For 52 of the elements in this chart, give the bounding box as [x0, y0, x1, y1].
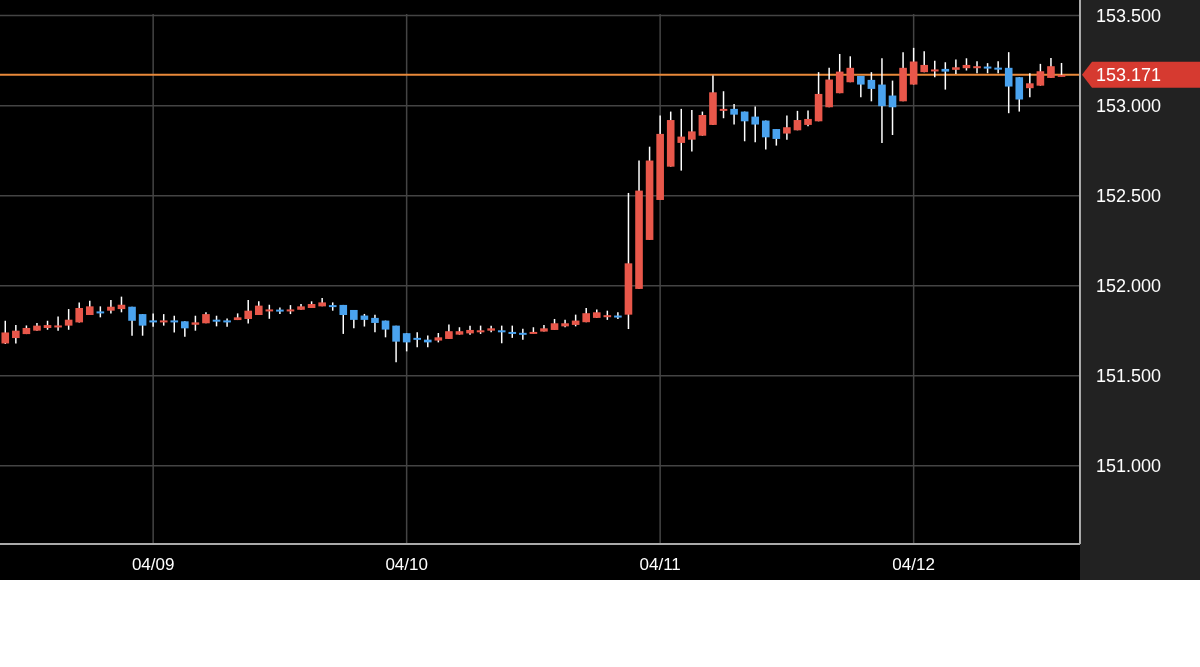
- candlestick: [952, 58, 960, 75]
- candlestick: [941, 61, 950, 91]
- candlestick: [751, 105, 760, 144]
- y-tick-label: 153.500: [1096, 5, 1162, 26]
- candlestick: [614, 311, 622, 320]
- x-tick-label: 04/11: [639, 555, 681, 574]
- y-tick-label: 151.000: [1096, 455, 1162, 476]
- candlestick: [909, 47, 918, 86]
- candlestick: [413, 331, 422, 348]
- candlestick: [846, 55, 855, 83]
- candlestick: [12, 324, 20, 345]
- candlestick: [276, 306, 284, 315]
- candlestick: [973, 60, 981, 74]
- y-tick-label: 153.000: [1096, 95, 1162, 116]
- candlestick: [994, 60, 1002, 74]
- y-tick-label: 152.000: [1096, 275, 1162, 296]
- candlestick: [128, 305, 136, 337]
- candlestick: [64, 308, 73, 331]
- candlestick: [835, 53, 844, 94]
- candlestick: [783, 114, 791, 141]
- candlestick: [688, 109, 696, 153]
- candlestick: [402, 332, 411, 353]
- candlestick: [867, 71, 876, 103]
- candlestick: [392, 324, 400, 364]
- candlestick: [519, 328, 527, 341]
- candlestick: [930, 59, 939, 78]
- candlestick: [1047, 57, 1055, 79]
- candlestick: [1004, 51, 1013, 114]
- candlestick: [1026, 72, 1034, 98]
- candlestick: [107, 299, 115, 315]
- x-tick-label: 04/10: [385, 555, 428, 574]
- candlestick: [878, 57, 886, 144]
- candlestick: [371, 313, 379, 334]
- y-tick-label: 151.500: [1096, 365, 1162, 386]
- candlestick: [244, 299, 253, 325]
- candlestick: [698, 110, 707, 137]
- candlestick: [223, 317, 231, 328]
- candlestick: [761, 119, 770, 151]
- candlestick: [54, 315, 62, 332]
- candlestick: [339, 304, 348, 335]
- y-tick-label: 152.500: [1096, 185, 1162, 206]
- ref-line-label: 153.171: [1096, 65, 1162, 86]
- x-tick-label: 04/12: [892, 555, 935, 574]
- candlestick: [719, 90, 728, 119]
- candlestick: [1, 320, 10, 345]
- candlestick: [138, 313, 147, 337]
- x-tick-label: 04/09: [131, 555, 175, 574]
- candlestick: [677, 108, 686, 172]
- candlestick: [730, 103, 738, 126]
- candlestick: [1036, 63, 1045, 87]
- candlestick: [1015, 76, 1024, 113]
- candlestick: [149, 312, 157, 328]
